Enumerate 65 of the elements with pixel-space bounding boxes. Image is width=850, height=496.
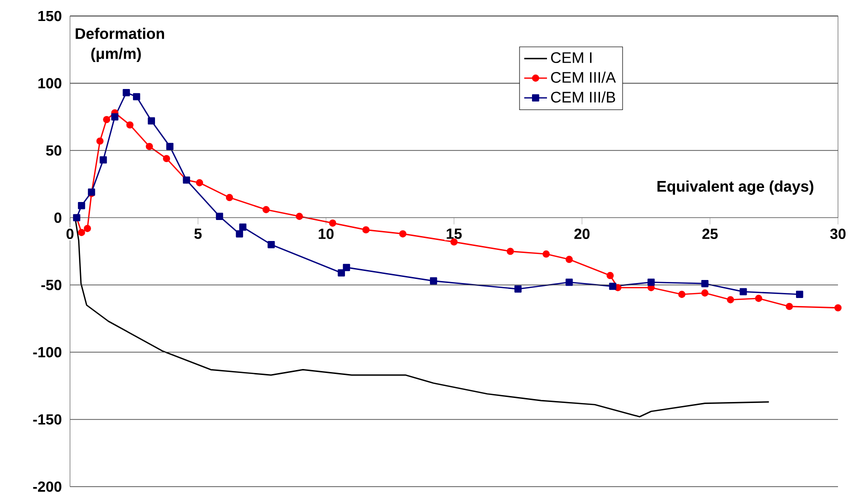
point	[338, 269, 345, 277]
point	[342, 264, 350, 272]
x-tick-label: 15	[446, 228, 462, 240]
x-tick-label: 25	[702, 228, 718, 240]
point	[239, 224, 246, 231]
point	[78, 202, 86, 210]
point	[96, 138, 104, 145]
point	[606, 272, 614, 280]
point	[514, 286, 522, 293]
point	[100, 156, 107, 164]
point	[146, 143, 153, 150]
point	[506, 248, 514, 256]
legend-label: CEM III/A	[551, 72, 616, 83]
point	[648, 278, 655, 286]
point	[103, 116, 110, 124]
x-tick-label: 0	[66, 228, 74, 240]
x-tick-label: 5	[194, 228, 202, 240]
point	[162, 155, 170, 162]
x-tick-label: 10	[318, 228, 334, 240]
point	[262, 206, 270, 214]
point	[226, 194, 234, 202]
x-tick-label: 20	[574, 228, 590, 240]
point	[78, 229, 86, 236]
point	[148, 117, 156, 125]
y-axis-title: Deformation (μm/m)	[76, 28, 164, 62]
point	[216, 212, 224, 220]
point	[701, 280, 708, 288]
point	[132, 93, 140, 100]
legend-label: CEM III/B	[551, 92, 616, 103]
point	[430, 277, 438, 285]
point	[566, 256, 573, 264]
x-tick-label: 30	[830, 228, 846, 240]
point	[566, 278, 573, 286]
point	[126, 121, 134, 129]
point	[609, 282, 616, 290]
point	[111, 113, 118, 121]
point	[740, 288, 747, 296]
y-tick-label: -50	[41, 280, 62, 290]
y-tick-label: 100	[38, 78, 62, 89]
point	[236, 230, 244, 238]
legend-label: CEM I	[551, 52, 592, 64]
point	[329, 220, 336, 227]
point	[122, 89, 130, 96]
y-tick-label: -150	[33, 414, 62, 425]
y-tick-label: 150	[38, 10, 62, 22]
y-tick-label: 50	[46, 145, 62, 156]
y-tick-label: 0	[54, 212, 62, 224]
point	[196, 179, 204, 187]
point	[701, 290, 708, 297]
y-tick-label: -100	[33, 347, 62, 358]
point	[399, 230, 406, 238]
point	[678, 290, 686, 298]
point	[786, 303, 793, 310]
point	[268, 241, 275, 248]
point	[542, 250, 550, 258]
point	[84, 225, 92, 232]
point	[296, 212, 303, 220]
y-tick-label: -200	[33, 482, 62, 492]
x-axis-title: Equivalent age (days)	[657, 180, 814, 196]
point	[726, 296, 734, 304]
point	[166, 143, 174, 150]
point	[796, 290, 804, 298]
point	[362, 226, 370, 234]
point	[834, 304, 842, 312]
point	[755, 294, 762, 302]
